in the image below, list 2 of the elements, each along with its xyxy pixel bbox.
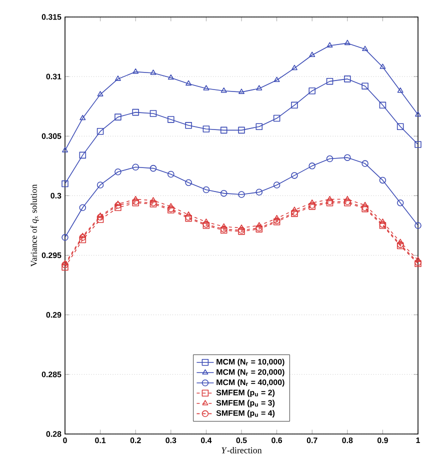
y-axis-title: Variance of q$_{x}$ solution: [30, 184, 39, 267]
x-axis-title: Y-direction: [222, 447, 262, 454]
